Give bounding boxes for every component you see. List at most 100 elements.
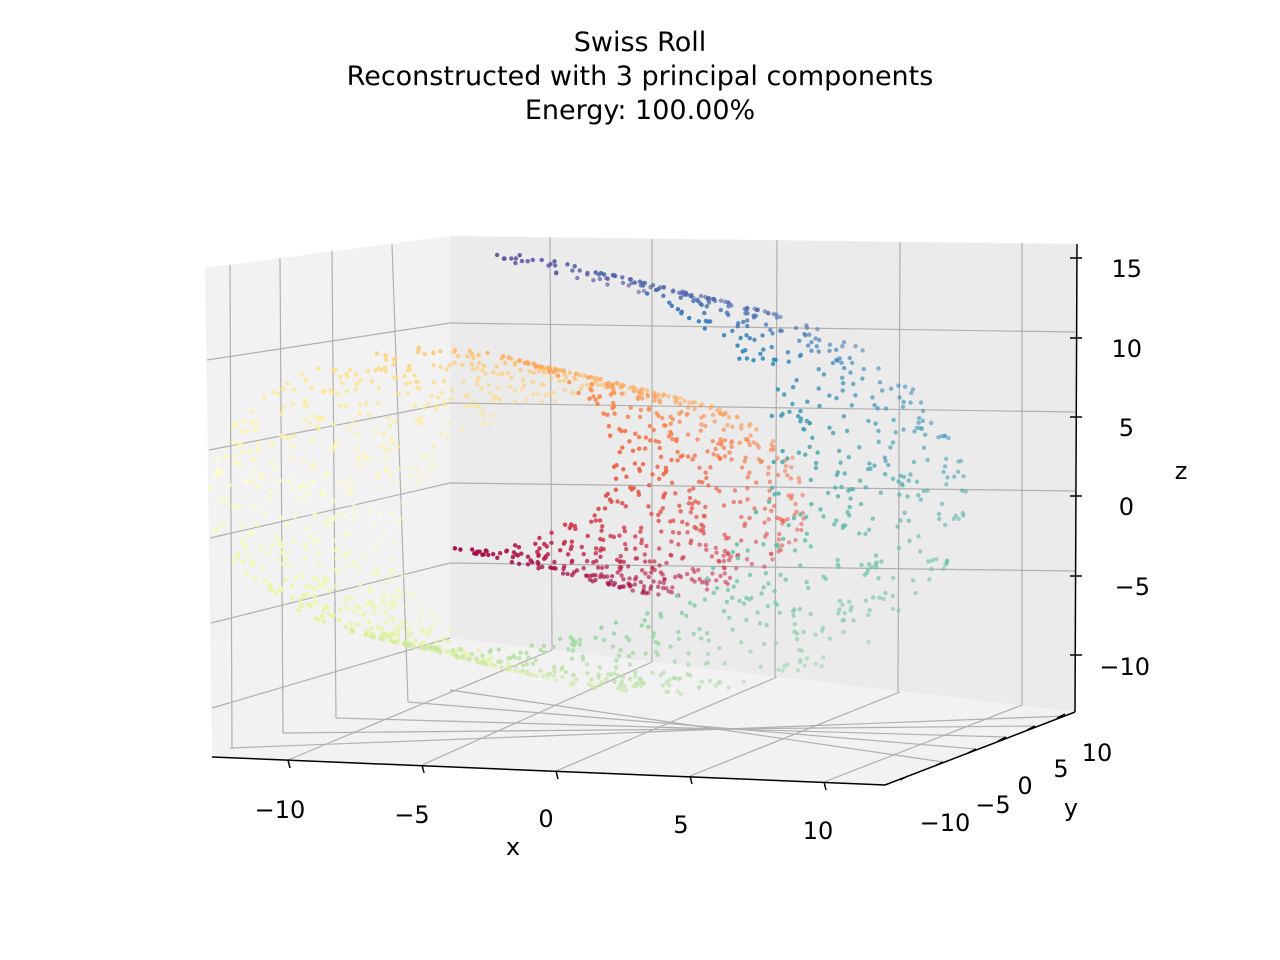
- scatter-point: [620, 501, 625, 506]
- scatter-point: [309, 534, 314, 539]
- scatter-point: [690, 501, 695, 506]
- scatter-point: [632, 461, 638, 466]
- scatter-point: [863, 531, 868, 536]
- scatter-point: [835, 562, 840, 567]
- scatter-point: [685, 672, 690, 677]
- scatter-point: [509, 375, 514, 380]
- scatter-point: [577, 642, 582, 647]
- scatter-point: [328, 387, 333, 393]
- scatter-point: [771, 459, 776, 465]
- scatter-point: [391, 479, 396, 484]
- scatter-point: [420, 629, 426, 635]
- scatter-point: [754, 307, 760, 313]
- scatter-point: [900, 404, 906, 409]
- scatter-point: [526, 655, 531, 660]
- scatter-point: [738, 499, 743, 505]
- scatter-point: [658, 611, 663, 617]
- scatter-point: [752, 506, 757, 511]
- scatter-point: [253, 504, 258, 509]
- scatter-point: [713, 683, 718, 688]
- scatter-point: [841, 414, 846, 419]
- scatter-point: [391, 639, 396, 645]
- scatter-point: [838, 460, 843, 465]
- scatter-point: [322, 575, 328, 581]
- scatter-point: [745, 486, 750, 491]
- scatter-point: [815, 327, 820, 332]
- scatter-point: [698, 428, 703, 433]
- scatter-point: [415, 349, 421, 354]
- scatter-point: [862, 572, 867, 578]
- scatter-point: [699, 415, 704, 420]
- scatter-point: [845, 510, 850, 515]
- scatter-point: [761, 542, 766, 547]
- scatter-point: [704, 304, 709, 309]
- scatter-point: [769, 485, 775, 490]
- scatter-point: [681, 555, 686, 560]
- scatter-point: [769, 442, 774, 447]
- scatter-point: [640, 462, 646, 467]
- scatter-point: [718, 411, 723, 416]
- scatter-point: [380, 599, 385, 604]
- scatter-point: [332, 538, 338, 543]
- scatter-point: [495, 385, 500, 390]
- scatter-point: [702, 597, 707, 602]
- scatter-point: [673, 491, 678, 496]
- scatter-point: [786, 359, 791, 364]
- scatter-point: [593, 577, 598, 583]
- scatter-point: [255, 522, 260, 528]
- scatter-point: [597, 394, 602, 400]
- scatter-point: [527, 369, 532, 374]
- scatter-point: [551, 673, 556, 678]
- scatter-point: [835, 494, 841, 499]
- scatter-point: [562, 372, 567, 377]
- scatter-point: [290, 595, 295, 601]
- scatter-point: [727, 450, 732, 455]
- scatter-point: [448, 397, 453, 402]
- scatter-point: [699, 580, 705, 585]
- scatter-point: [235, 554, 240, 559]
- scatter-point: [901, 427, 906, 432]
- scatter-point: [703, 504, 708, 510]
- scatter-point: [585, 270, 590, 275]
- scatter-point: [739, 423, 744, 428]
- scatter-point: [718, 307, 723, 313]
- scatter-point: [525, 562, 531, 567]
- scatter-point: [684, 412, 690, 417]
- scatter-point: [520, 668, 525, 673]
- scatter-point: [698, 636, 704, 641]
- scatter-point: [637, 414, 643, 420]
- scatter-point: [525, 554, 531, 559]
- scatter-point: [394, 599, 399, 604]
- scatter-point: [816, 386, 821, 391]
- x-tick-mark: [287, 759, 291, 769]
- scatter-point: [445, 434, 451, 439]
- scatter-point: [616, 673, 621, 678]
- scatter-point: [735, 324, 740, 329]
- scatter-point: [467, 656, 473, 662]
- scatter-point: [722, 438, 728, 443]
- scatter-point: [567, 380, 572, 385]
- scatter-point: [280, 386, 285, 391]
- scatter-point: [597, 665, 602, 670]
- scatter-point: [639, 623, 644, 628]
- scatter-point: [391, 375, 396, 380]
- scatter-point: [642, 618, 647, 623]
- scatter-point: [842, 610, 847, 616]
- scatter-point: [248, 449, 253, 454]
- scatter-point: [732, 488, 738, 493]
- scatter-point: [343, 599, 348, 604]
- scatter-point: [610, 644, 616, 649]
- scatter-point: [543, 393, 548, 398]
- scatter-point: [691, 298, 696, 304]
- scatter-point: [568, 635, 573, 640]
- scatter-point: [337, 617, 342, 623]
- scatter-point: [645, 291, 650, 296]
- scatter-point: [783, 464, 789, 469]
- scatter-point: [668, 552, 673, 558]
- scatter-point: [323, 604, 328, 609]
- scatter-point: [602, 506, 608, 511]
- scatter-point: [790, 455, 795, 460]
- scatter-point: [233, 460, 238, 465]
- scatter-point: [258, 473, 263, 478]
- scatter-point: [714, 585, 720, 591]
